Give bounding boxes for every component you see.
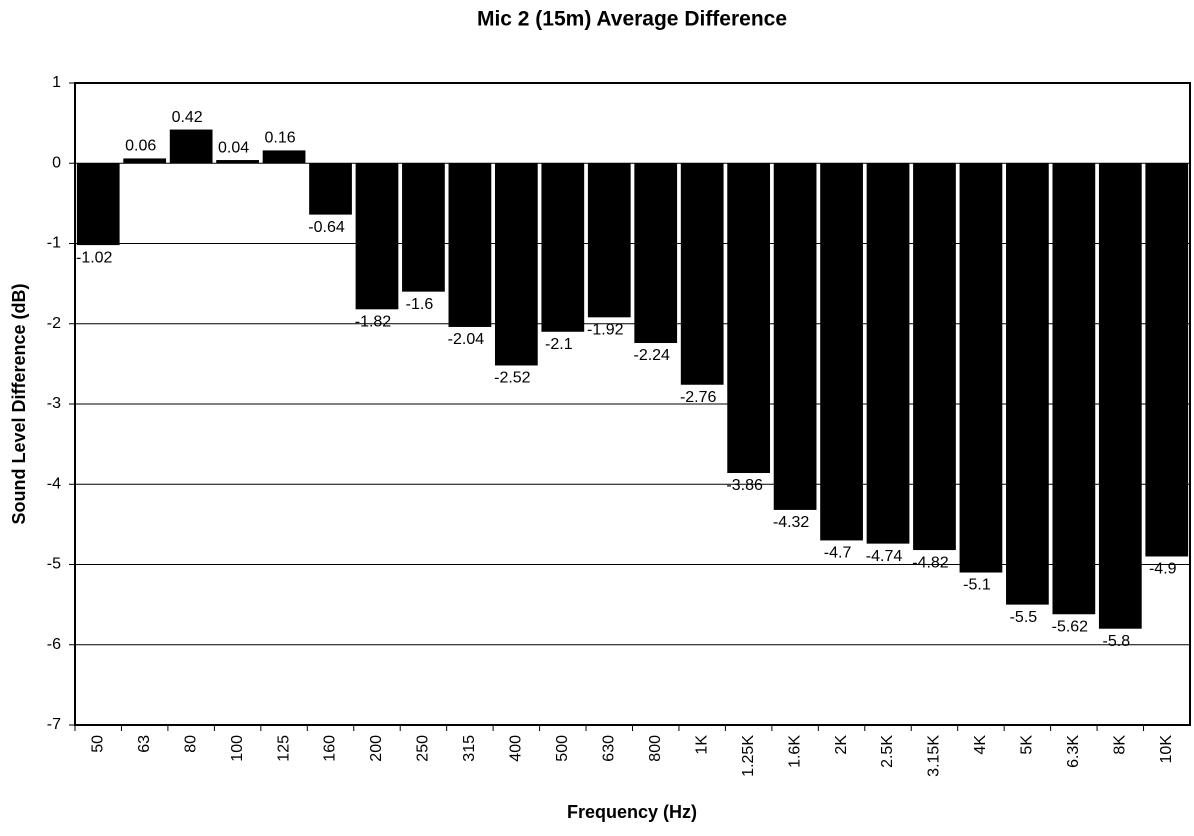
x-tick-label: 125 [275, 735, 292, 762]
x-tick-label: 200 [368, 735, 385, 762]
data-label: -0.64 [308, 219, 345, 236]
x-tick-label: 315 [461, 735, 478, 762]
x-tick-label: 800 [647, 735, 664, 762]
bar [1145, 163, 1189, 557]
data-label: -2.04 [448, 331, 485, 348]
bar [309, 163, 352, 215]
y-tick-label: -5 [47, 556, 61, 573]
data-label: -4.74 [866, 548, 903, 565]
bar [402, 163, 445, 292]
data-label: -5.5 [1010, 609, 1038, 626]
x-tick-label: 50 [89, 735, 106, 753]
data-label: -2.1 [545, 336, 573, 353]
bar [587, 163, 631, 318]
x-tick-label: 6.3K [1065, 735, 1082, 768]
data-label: -2.76 [680, 389, 717, 406]
bar [634, 163, 678, 344]
bar [680, 163, 724, 385]
data-label: -4.32 [773, 514, 810, 531]
x-tick-label: 1.6K [786, 735, 803, 768]
x-tick-label: 100 [229, 735, 246, 762]
x-tick-label: 1.25K [740, 735, 757, 777]
data-label: 0.16 [264, 130, 295, 147]
bar [541, 163, 585, 332]
bar [773, 163, 817, 510]
x-axis-title: Frequency (Hz) [567, 802, 697, 822]
bar [216, 160, 259, 164]
x-tick-label: 3.15K [926, 735, 943, 777]
x-tick-label: 1K [693, 735, 710, 755]
bar [76, 163, 120, 246]
x-tick-label: 80 [182, 735, 199, 753]
data-label: -5.1 [963, 577, 991, 594]
y-tick-label: -7 [47, 716, 61, 733]
data-label: -1.6 [406, 296, 434, 313]
data-label: -4.82 [912, 554, 949, 571]
data-label: -4.7 [824, 545, 852, 562]
x-tick-label: 2.5K [879, 735, 896, 768]
data-label: -5.62 [1052, 618, 1089, 635]
y-tick-label: -6 [47, 636, 61, 653]
y-tick-label: 1 [52, 74, 61, 91]
y-axis-title: Sound Level Difference (dB) [9, 283, 29, 524]
bar [448, 163, 492, 327]
bar [820, 163, 863, 541]
x-tick-label: 8K [1112, 735, 1129, 755]
y-tick-label: -4 [47, 475, 61, 492]
x-tick-label: 160 [322, 735, 339, 762]
x-tick-label: 2K [833, 735, 850, 755]
x-tick-label: 5K [1019, 735, 1036, 755]
bar [494, 163, 538, 366]
x-tick-label: 4K [972, 735, 989, 755]
x-tick-label: 63 [136, 735, 153, 753]
bar [727, 163, 771, 474]
data-label: -1.92 [587, 322, 624, 339]
x-tick-label: 400 [508, 735, 525, 762]
data-label: -3.86 [726, 477, 763, 494]
bar [123, 158, 167, 164]
data-label: -4.9 [1149, 561, 1177, 578]
y-tick-label: -2 [47, 315, 61, 332]
bar [262, 150, 306, 164]
x-tick-label: 500 [554, 735, 571, 762]
x-tick-label: 10K [1158, 735, 1175, 764]
y-tick-label: 0 [52, 154, 61, 171]
data-label: -5.8 [1103, 633, 1131, 650]
y-tick-label: -3 [47, 395, 61, 412]
y-tick-label: -1 [47, 235, 61, 252]
bar [959, 163, 1003, 573]
data-label: -2.52 [494, 370, 531, 387]
data-label: -1.82 [355, 314, 392, 331]
x-tick-label: 630 [600, 735, 617, 762]
bar [866, 163, 910, 544]
bar [355, 163, 399, 310]
data-label: -1.02 [76, 249, 113, 266]
x-tick-label: 250 [415, 735, 432, 762]
plot-frame [74, 82, 1191, 726]
data-label: 0.42 [172, 109, 203, 126]
data-label: 0.06 [125, 138, 156, 155]
bar [913, 163, 956, 551]
bar [1006, 163, 1049, 605]
data-label: 0.04 [218, 139, 249, 156]
data-label: -2.24 [633, 347, 670, 364]
bar [169, 129, 213, 164]
bar [1052, 163, 1096, 615]
bar [1098, 163, 1142, 629]
chart-title: Mic 2 (15m) Average Difference [477, 8, 787, 31]
